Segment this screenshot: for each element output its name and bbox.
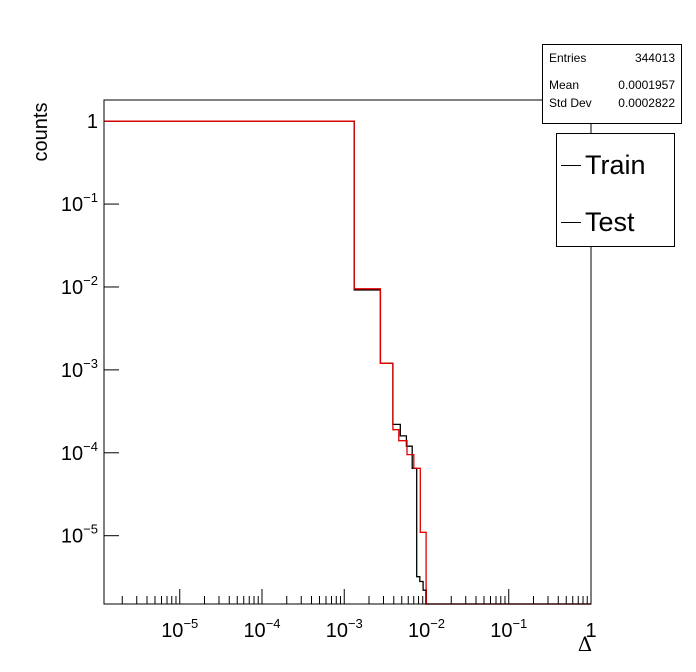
y-tick-label: 10−4 bbox=[61, 439, 98, 465]
y-tick-label: 1 bbox=[87, 111, 98, 133]
x-tick-labels: 10−5 10−4 10−3 10−2 10−1 1 bbox=[161, 616, 596, 642]
stats-mean-value: 0.0001957 bbox=[618, 78, 675, 92]
stats-box: Std Dev 0.0002822 Entries 344013 Mean 0.… bbox=[542, 44, 682, 124]
x-tick-label: 10−4 bbox=[243, 616, 280, 642]
legend-swatch-test bbox=[561, 221, 581, 223]
stats-row-stddev: Std Dev 0.0002822 bbox=[549, 95, 675, 111]
x-major-ticks bbox=[179, 589, 592, 604]
legend-label-train: Train bbox=[585, 149, 646, 180]
stats-entries-label: Entries bbox=[549, 51, 587, 65]
x-minor-ticks bbox=[121, 596, 588, 604]
y-tick-label: 10−1 bbox=[61, 190, 98, 216]
legend-label-test: Test bbox=[585, 206, 635, 237]
y-major-ticks bbox=[104, 120, 119, 537]
y-tick-labels: 1 10−1 10−2 10−3 10−4 10−5 bbox=[61, 111, 98, 548]
stats-row-mean: Mean 0.0001957 bbox=[549, 77, 675, 93]
stats-row-entries: Entries 344013 bbox=[549, 50, 675, 66]
series-layer bbox=[104, 120, 591, 605]
x-axis-label: Δ bbox=[578, 632, 592, 656]
plot-frame bbox=[103, 99, 592, 605]
y-tick-label: 10−3 bbox=[61, 356, 98, 382]
y-tick-label: 10−5 bbox=[61, 522, 98, 548]
stats-stddev-label: Std Dev bbox=[549, 96, 592, 110]
legend-item-test: Test bbox=[561, 207, 635, 237]
legend-item-train: Train bbox=[561, 150, 646, 180]
x-tick-label: 1 bbox=[585, 620, 596, 642]
x-tick-label: 10−1 bbox=[490, 616, 527, 642]
stats-mean-label: Mean bbox=[549, 78, 580, 92]
y-axis-label: counts bbox=[30, 103, 52, 162]
legend-box: Train Test bbox=[556, 133, 675, 247]
legend-swatch-train bbox=[561, 164, 581, 166]
stats-entries-value: 344013 bbox=[634, 51, 675, 65]
y-tick-label: 10−2 bbox=[61, 273, 98, 299]
series-line-train bbox=[104, 120, 591, 605]
x-tick-label: 10−3 bbox=[326, 616, 363, 642]
x-tick-label: 10−2 bbox=[408, 616, 445, 642]
stats-stddev-value: 0.0002822 bbox=[618, 96, 675, 110]
series-line-test bbox=[104, 120, 591, 605]
x-tick-label: 10−5 bbox=[161, 616, 198, 642]
